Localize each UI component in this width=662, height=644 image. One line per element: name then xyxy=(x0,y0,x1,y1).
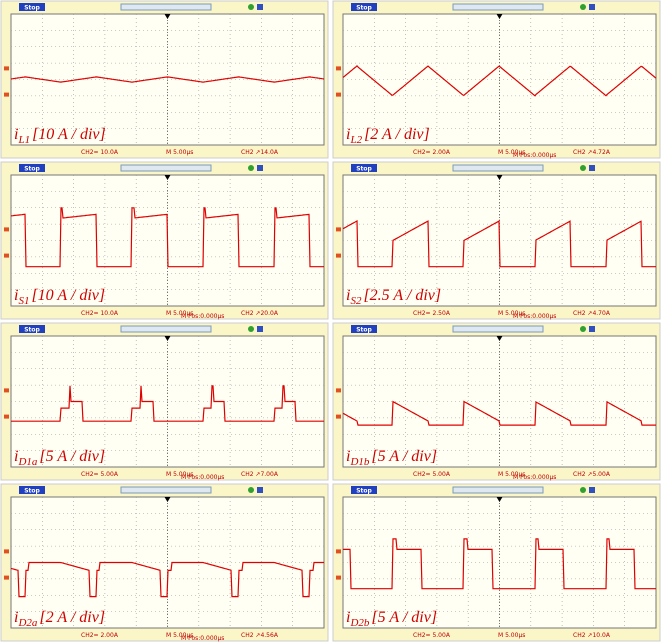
level-marker xyxy=(336,576,341,580)
scope-panel: StopiD1a[5 A / div]CH2= 5.00AM 5.00μsM P… xyxy=(1,323,328,481)
label-scale: [10 A / div] xyxy=(31,287,105,304)
icon xyxy=(580,487,586,493)
scope-panel: StopiD1b[5 A / div]CH2= 5.00AM 5.00μsM P… xyxy=(333,323,660,481)
status: Stop xyxy=(24,488,40,495)
level-marker xyxy=(4,415,9,419)
icon xyxy=(589,487,595,493)
label-sub: D1a xyxy=(17,456,37,468)
status: Stop xyxy=(356,327,372,334)
position-bar xyxy=(453,326,543,332)
footer-text: M 5.00μs xyxy=(166,149,193,156)
icon xyxy=(589,4,595,10)
icon xyxy=(589,326,595,332)
footer-text: M Pos:0.000μs xyxy=(181,313,224,320)
label-scale: [2 A / div] xyxy=(364,126,430,143)
footer-text: M Pos:0.000μs xyxy=(513,474,556,481)
label-sub: D2b xyxy=(349,617,369,629)
footer-text: CH2 ↗7.00A xyxy=(241,471,279,478)
label-scale: [2.5 A / div] xyxy=(363,287,441,304)
label-scale: [5 A / div] xyxy=(371,609,437,626)
footer-text: CH2 ↗14.0A xyxy=(241,149,279,156)
status: Stop xyxy=(356,166,372,173)
label-sub: S1 xyxy=(18,295,29,307)
level-marker xyxy=(336,415,341,419)
footer-text: CH2 ↗5.00A xyxy=(573,471,611,478)
level-marker xyxy=(4,93,9,97)
footer-text: M Pos:0.000μs xyxy=(513,152,556,159)
icon xyxy=(257,165,263,171)
footer-text: CH2= 5.00A xyxy=(81,471,119,478)
icon xyxy=(580,165,586,171)
footer-text: CH2 ↗10.0A xyxy=(573,632,611,639)
level-marker xyxy=(4,254,9,258)
level-marker xyxy=(336,254,341,258)
label-sub: D1b xyxy=(349,456,369,468)
label-scale: [10 A / div] xyxy=(32,126,106,143)
level-marker xyxy=(336,93,341,97)
level-marker xyxy=(4,66,9,70)
footer-text: CH2= 5.00A xyxy=(413,632,451,639)
position-bar xyxy=(453,165,543,171)
position-bar xyxy=(453,4,543,10)
position-bar xyxy=(121,487,211,493)
figure: StopiL1[10 A / div]CH2= 10.0AM 5.00μsCH2… xyxy=(0,0,662,644)
footer-text: CH2= 5.00A xyxy=(413,471,451,478)
icon xyxy=(248,487,254,493)
icon xyxy=(248,165,254,171)
icon xyxy=(257,4,263,10)
footer-text: CH2= 10.0A xyxy=(81,310,119,317)
label-scale: [2 A / div] xyxy=(39,609,105,626)
footer-text: CH2= 10.0A xyxy=(81,149,119,156)
label-sub: S2 xyxy=(350,295,362,307)
status: Stop xyxy=(356,5,372,12)
label-sub: L2 xyxy=(349,134,362,146)
icon xyxy=(257,326,263,332)
footer-text: M Pos:0.000μs xyxy=(513,313,556,320)
footer-text: CH2 ↗4.56A xyxy=(241,632,279,639)
footer-text: M Pos:0.000μs xyxy=(181,474,224,481)
footer-text: CH2 ↗20.0A xyxy=(241,310,279,317)
footer-text: CH2 ↗4.72A xyxy=(573,149,611,156)
icon xyxy=(257,487,263,493)
footer-text: CH2= 2.00A xyxy=(81,632,119,639)
label-sub: L1 xyxy=(17,134,30,146)
icon xyxy=(248,4,254,10)
position-bar xyxy=(121,165,211,171)
position-bar xyxy=(453,487,543,493)
scope-panel: StopiD2a[2 A / div]CH2= 2.00AM 5.00μsM P… xyxy=(1,484,328,642)
position-bar xyxy=(121,326,211,332)
level-marker xyxy=(336,227,341,231)
footer-text: CH2= 2.00A xyxy=(413,149,451,156)
footer-text: M Pos:0.000μs xyxy=(181,635,224,642)
footer-text: CH2 ↗4.70A xyxy=(573,310,611,317)
label-scale: [5 A / div] xyxy=(371,448,437,465)
icon xyxy=(589,165,595,171)
label-sub: D2a xyxy=(17,617,37,629)
level-marker xyxy=(4,227,9,231)
status: Stop xyxy=(24,5,40,12)
level-marker xyxy=(336,388,341,392)
icon xyxy=(580,326,586,332)
level-marker xyxy=(4,576,9,580)
level-marker xyxy=(336,549,341,553)
status: Stop xyxy=(24,166,40,173)
level-marker xyxy=(4,549,9,553)
status: Stop xyxy=(24,327,40,334)
label-scale: [5 A / div] xyxy=(39,448,105,465)
level-marker xyxy=(4,388,9,392)
footer-text: CH2= 2.50A xyxy=(413,310,451,317)
status: Stop xyxy=(356,488,372,495)
position-bar xyxy=(121,4,211,10)
level-marker xyxy=(336,66,341,70)
footer-text: M 5.00μs xyxy=(498,632,525,639)
icon xyxy=(580,4,586,10)
icon xyxy=(248,326,254,332)
